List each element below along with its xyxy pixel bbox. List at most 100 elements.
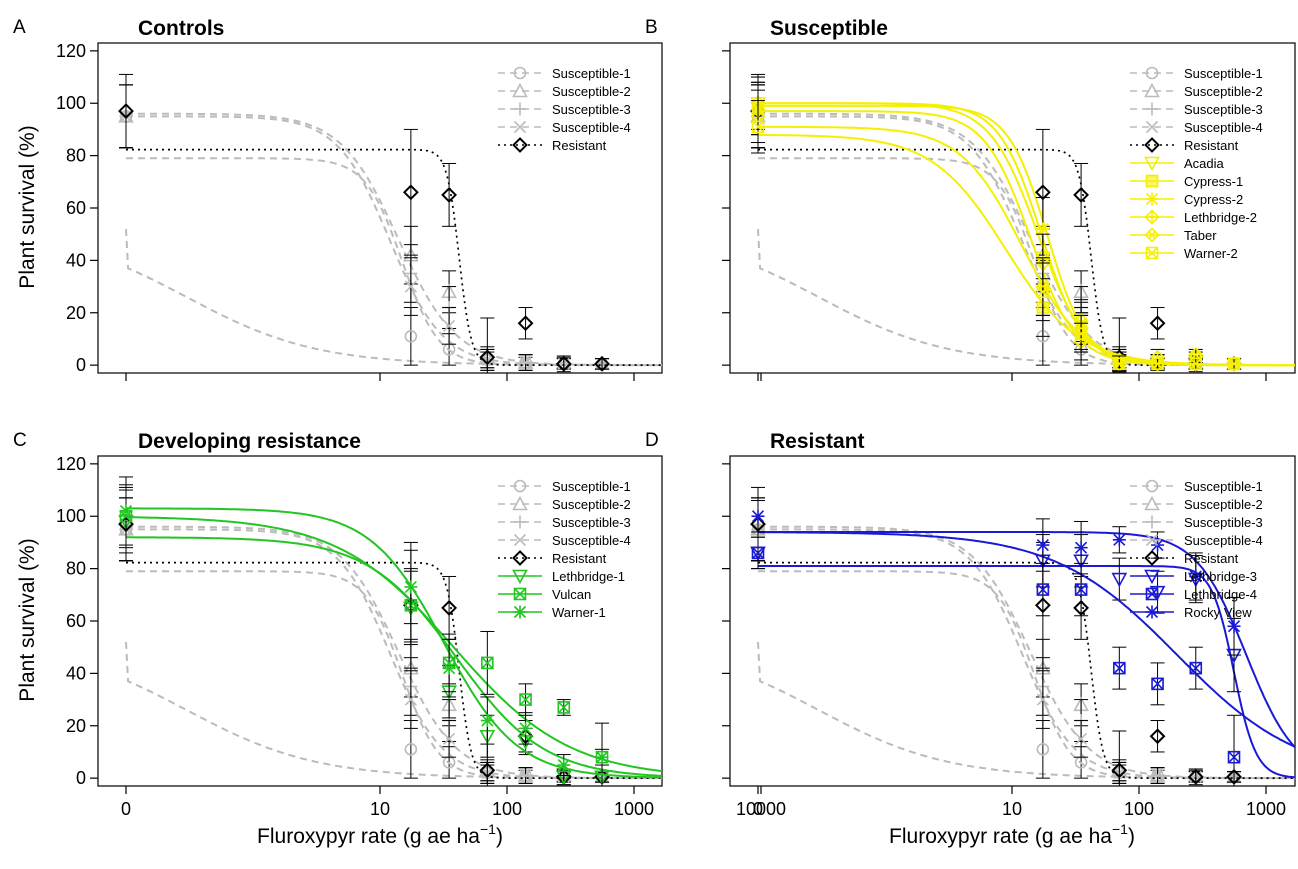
y-tick-label: 80	[66, 559, 86, 579]
legend-item: Resistant	[498, 550, 607, 566]
data-point	[519, 356, 532, 369]
y-tick-label: 20	[66, 303, 86, 323]
legend-marker	[513, 587, 527, 601]
legend-marker	[512, 82, 528, 98]
data-point	[1189, 661, 1203, 675]
legend-label: Rocky View	[1184, 605, 1252, 620]
data-point	[1189, 569, 1203, 583]
y-tick-label: 0	[76, 355, 86, 375]
legend-marker	[1145, 66, 1159, 80]
legend-item: Resistant	[1130, 137, 1239, 153]
legend-item: Susceptible-3	[498, 515, 631, 530]
data-point	[443, 732, 456, 745]
plot-area	[118, 476, 662, 786]
error-bar	[442, 575, 457, 640]
fit-curve	[758, 528, 1295, 780]
data-point	[442, 661, 456, 675]
x-axis-title-left: Fluroxypyr rate (g ae ha−1)	[257, 821, 503, 848]
legend-label: Susceptible-3	[1184, 102, 1263, 117]
fit-curve	[757, 641, 1295, 780]
x-tick-label: 1000	[614, 799, 654, 819]
data-point	[751, 120, 765, 134]
panel-title: Developing resistance	[138, 430, 361, 453]
data-point	[441, 186, 458, 203]
legend-item: Susceptible-1	[1130, 479, 1263, 494]
y-tick-label: 0	[76, 768, 86, 788]
x-axis-title-close: )	[1128, 825, 1135, 848]
y-tick-label: 60	[66, 611, 86, 631]
legend-item: Cypress-1	[1130, 174, 1243, 189]
legend-label: Susceptible-4	[1184, 120, 1263, 135]
data-point	[519, 693, 532, 706]
data-point	[481, 656, 494, 670]
legend-marker	[1144, 550, 1160, 566]
legend-marker	[1145, 102, 1159, 116]
data-point	[1036, 693, 1049, 706]
legend-label: Susceptible-3	[1184, 515, 1263, 530]
data-point	[1187, 768, 1204, 785]
data-point	[557, 701, 571, 714]
legend-marker	[512, 137, 528, 153]
data-point	[1036, 222, 1050, 236]
legend-marker	[1144, 569, 1160, 585]
legend-item: Susceptible-2	[498, 82, 631, 99]
panel-letter: D	[645, 430, 659, 451]
legend-label: Susceptible-2	[552, 84, 631, 99]
data-point	[1036, 538, 1050, 552]
legend-marker	[513, 479, 527, 493]
legend-label: Susceptible-2	[1184, 497, 1263, 512]
legend-item: Warner-2	[1130, 246, 1238, 261]
legend-item: Acadia	[1130, 156, 1225, 172]
fit-curve	[126, 157, 662, 367]
legend-marker	[1145, 515, 1159, 529]
legend-item: Susceptible-1	[1130, 66, 1263, 81]
x-axis-title-main: Fluroxypyr rate (g ae ha	[889, 825, 1112, 848]
legend-label: Vulcan	[552, 587, 591, 602]
data-point	[443, 319, 456, 332]
panel-title: Resistant	[770, 430, 865, 453]
panel-title: Controls	[138, 17, 224, 40]
fit-curve	[757, 133, 1295, 367]
legend-item: Cypress-2	[1130, 192, 1243, 207]
legend-marker	[1145, 479, 1159, 493]
data-point	[1189, 357, 1203, 371]
fit-curve	[126, 115, 662, 367]
data-point	[751, 509, 765, 523]
data-point	[404, 280, 417, 293]
legend-label: Lethbridge-3	[1184, 569, 1257, 584]
legend-label: Susceptible-1	[1184, 479, 1263, 494]
series-lethbridge-4	[751, 531, 1295, 786]
fit-curve	[125, 515, 662, 773]
data-point	[1036, 743, 1050, 756]
legend-item: Susceptible-4	[498, 533, 631, 548]
legend-label: Cypress-2	[1184, 192, 1243, 207]
legend-marker	[1144, 209, 1160, 225]
panel-B: B SusceptibleSusceptible-1Susceptible-2Su…	[645, 17, 1296, 381]
legend-marker	[1145, 605, 1159, 619]
legend-marker	[1145, 533, 1159, 547]
data-point	[595, 750, 609, 764]
data-point	[1227, 357, 1241, 371]
legend-item: Taber	[1130, 227, 1217, 243]
legend: Susceptible-1 Susceptible-2 Susceptible-3 S…	[1130, 66, 1263, 261]
legend-item: Susceptible-1	[498, 66, 631, 81]
data-point	[1151, 769, 1164, 782]
legend-label: Susceptible-2	[552, 497, 631, 512]
legend-marker	[1145, 120, 1159, 134]
data-point	[1036, 285, 1050, 299]
legend-item: Susceptible-4	[1130, 533, 1263, 548]
data-point	[1227, 619, 1241, 633]
legend-label: Warner-2	[1184, 246, 1238, 261]
x-tick-label: 100	[492, 799, 522, 819]
data-point	[1113, 661, 1126, 675]
legend-label: Susceptible-3	[552, 102, 631, 117]
y-tick-label: 120	[56, 454, 86, 474]
legend-item: Susceptible-2	[1130, 495, 1263, 512]
data-point	[1151, 357, 1164, 371]
fit-curve	[126, 570, 662, 780]
error-bar	[1150, 307, 1165, 340]
panel-D: DResistant010100100010000Susceptible-1Su…	[645, 430, 1296, 819]
legend-item: Lethbridge-2	[1130, 209, 1257, 225]
data-point	[1075, 732, 1088, 745]
data-point	[1073, 186, 1090, 203]
